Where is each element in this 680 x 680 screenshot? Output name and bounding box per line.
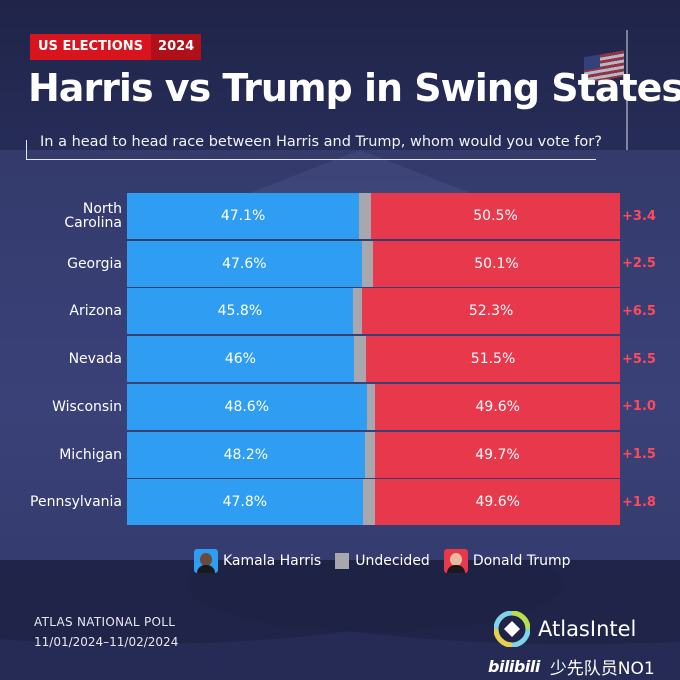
- watermark-user: 少先队员NO1: [549, 659, 655, 679]
- bar-track: 45.8% 52.3%: [127, 288, 620, 335]
- category-tag: US ELECTIONS 2024: [30, 34, 202, 60]
- bar-harris: 45.8%: [127, 288, 353, 335]
- bar-trump: 49.7%: [374, 431, 620, 478]
- chart-row: North Carolina 47.1% 50.5% +3.4: [0, 193, 680, 239]
- bar-undecided: [352, 288, 363, 335]
- bar-trump-label: 49.6%: [475, 398, 520, 415]
- brand-name: AtlasIntel: [538, 617, 637, 641]
- bar-track: 46% 51.5%: [127, 336, 620, 383]
- bar-undecided: [359, 193, 372, 239]
- chart-row: Wisconsin 48.6% 49.6% +1.0: [0, 383, 680, 430]
- state-label: Wisconsin: [52, 398, 122, 415]
- bar-trump-label: 52.3%: [468, 303, 514, 320]
- bar-harris: 47.1%: [127, 193, 360, 239]
- state-label: Michigan: [59, 446, 122, 463]
- bar-trump: 52.3%: [362, 288, 620, 335]
- legend-label-undecided: Undecided: [355, 553, 430, 569]
- bar-harris-label: 47.6%: [222, 255, 267, 272]
- bar-trump: 51.5%: [366, 336, 620, 383]
- state-label: Pennsylvania: [30, 494, 122, 511]
- bilibili-logo: bilibili: [488, 657, 540, 676]
- atlasintel-logo-icon: [494, 611, 530, 647]
- legend-item-trump: Donald Trump: [443, 549, 571, 573]
- legend-item-undecided: Undecided: [335, 553, 430, 569]
- bar-harris: 48.6%: [127, 383, 367, 430]
- bar-undecided: [364, 431, 375, 478]
- page-title: Harris vs Trump in Swing States: [28, 66, 680, 110]
- chart-row: Arizona 45.8% 52.3% +6.5: [0, 288, 680, 335]
- bar-track: 47.6% 50.1%: [127, 240, 620, 287]
- margin-label: +6.5: [622, 303, 656, 319]
- atlasintel-brand: AtlasIntel: [494, 611, 636, 647]
- tag-year: 2024: [151, 34, 202, 60]
- state-label: North Carolina: [64, 201, 122, 231]
- bar-harris-label: 48.6%: [224, 398, 270, 415]
- bar-trump: 49.6%: [375, 383, 620, 430]
- subtitle: In a head to head race between Harris an…: [40, 134, 602, 150]
- bar-trump-label: 50.1%: [474, 255, 519, 272]
- chart-row: Georgia 47.6% 50.1% +2.5: [0, 240, 680, 287]
- bar-trump-label: 49.7%: [475, 446, 520, 463]
- margin-label: +2.5: [622, 256, 656, 272]
- state-label: Nevada: [68, 351, 122, 368]
- bar-trump-label: 51.5%: [470, 351, 516, 368]
- bar-track: 47.8% 49.6%: [127, 479, 620, 526]
- bar-harris-label: 47.1%: [220, 208, 266, 224]
- watermark: bilibili 少先队员NO1: [488, 654, 655, 679]
- chart-row: Nevada 46% 51.5% +5.5: [0, 336, 680, 383]
- chart-legend: Kamala Harris Undecided Donald Trump: [194, 548, 584, 574]
- tag-label: US ELECTIONS: [30, 34, 152, 60]
- margin-label: +1.0: [622, 399, 656, 415]
- bar-undecided: [361, 240, 373, 287]
- subtitle-rule: [26, 140, 596, 160]
- margin-label: +1.5: [622, 447, 656, 462]
- bar-track: 47.1% 50.5%: [127, 193, 620, 239]
- state-label: Arizona: [69, 303, 122, 320]
- bar-harris-label: 47.8%: [222, 494, 268, 511]
- bar-track: 48.6% 49.6%: [127, 383, 620, 430]
- state-label: Georgia: [67, 255, 122, 272]
- undecided-swatch: [335, 553, 350, 569]
- bar-trump: 50.5%: [371, 193, 620, 239]
- flagpole: [626, 30, 628, 150]
- chart-row: Pennsylvania 47.8% 49.6% +1.8: [0, 479, 680, 526]
- bar-harris: 46%: [127, 336, 354, 383]
- chart-row: Michigan 48.2% 49.7% +1.5: [0, 431, 680, 478]
- bar-trump: 49.6%: [375, 479, 620, 526]
- bar-harris-label: 45.8%: [217, 303, 263, 320]
- margin-label: +3.4: [622, 208, 656, 224]
- swing-state-chart: North Carolina 47.1% 50.5% +3.4 Georgia 47.6%…: [0, 193, 680, 533]
- background-trees: [0, 560, 680, 680]
- legend-label-trump: Donald Trump: [472, 553, 571, 569]
- margin-label: +5.5: [622, 351, 656, 367]
- legend-label-harris: Kamala Harris: [223, 553, 322, 569]
- bar-trump: 50.1%: [373, 240, 620, 287]
- bar-undecided: [353, 336, 367, 383]
- bar-harris: 47.6%: [127, 240, 362, 287]
- bar-track: 48.2% 49.7%: [127, 431, 620, 478]
- bar-undecided: [366, 383, 376, 430]
- harris-avatar-icon: [194, 549, 218, 573]
- bar-harris-label: 48.2%: [223, 446, 269, 463]
- bar-harris-label: 46%: [224, 351, 256, 368]
- bar-trump-label: 49.6%: [475, 494, 520, 511]
- poll-dates: 11/01/2024–11/02/2024: [34, 635, 179, 649]
- trump-avatar-icon: [443, 549, 468, 573]
- poll-name: ATLAS NATIONAL POLL: [34, 615, 176, 629]
- legend-item-harris: Kamala Harris: [194, 549, 321, 573]
- bar-trump-label: 50.5%: [473, 208, 518, 224]
- bar-harris: 48.2%: [127, 431, 365, 478]
- bar-undecided: [362, 479, 376, 526]
- bar-harris: 47.8%: [127, 479, 363, 526]
- margin-label: +1.8: [622, 494, 656, 510]
